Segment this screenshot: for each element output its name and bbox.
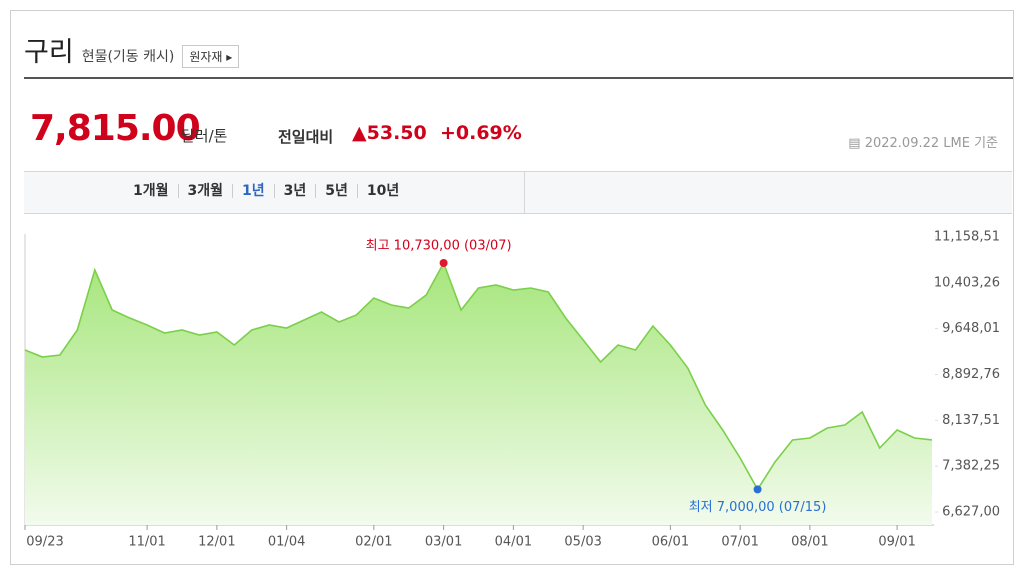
header: 구리 현물(기동 캐시) 원자재 ▸ [24,30,240,70]
category-button[interactable]: 원자재 ▸ [182,45,240,68]
area-fill [25,263,932,525]
x-tick-label: 09/01 [878,535,915,550]
subtitle: 현물(기동 캐시) [81,49,175,65]
y-tick-label: 9,648,01 [942,321,1000,336]
button-label[interactable]: 원자재 [189,50,223,64]
x-tick-label: 02/01 [355,535,392,550]
y-tick-label: 7,382,25 [942,459,1000,474]
y-tick-label: 8,137,51 [942,413,1000,428]
x-tick-label: 12/01 [198,535,235,550]
y-tick-label: 6,627,00 [942,505,1000,520]
price-unit: 달러/톤 [181,127,228,145]
price-line [24,261,933,491]
tab-list: 1개월 3개월 1년 3년 5년 10년 [124,184,408,198]
x-tick-label: 07/01 [721,535,758,550]
x-tick-label: 03/01 [425,535,462,550]
x-tick-label: 09/23 [26,535,63,550]
x-tick-label: 08/01 [791,535,828,550]
period-tab[interactable]: 10년 [356,184,408,198]
period-tab[interactable]: 3개월 [177,184,233,198]
period-tab[interactable]: 5년 [315,184,357,198]
date: ▤ 2022.09.22 LME 기준 [848,136,998,151]
price: 7,815.00 [30,108,201,149]
change: ▲53.50 +0.69% [352,122,522,144]
y-tick-label: 8,892,76 [942,367,1000,382]
x-tick-label: 04/01 [495,535,532,550]
period-tab[interactable]: 1년 [232,184,274,198]
high-label: 최고 10,730,00 (03/07) [366,239,512,254]
x-tick-label: 11/01 [128,535,165,550]
header-rule [24,77,1013,79]
low-label: 최저 7,000,00 (07/15) [689,500,827,515]
y-tick-label: 11,158,51 [934,230,1000,245]
x-tick-label: 06/01 [652,535,689,550]
x-tick-label: 01/04 [268,535,305,550]
x-tick-label: 05/03 [564,535,601,550]
period-tabs: 1개월 3개월 1년 3년 5년 10년 [24,171,1012,214]
period-tab[interactable]: 1개월 [133,183,169,199]
widget-frame [10,10,1014,565]
title: 구리 [24,37,74,68]
change-value: 53.50 [366,122,427,144]
change-label: 전일대비 [278,128,334,146]
low-point [753,485,762,494]
tab-divider [524,172,525,213]
change-percent: +0.69% [439,122,522,144]
period-tab[interactable]: 3년 [273,184,316,198]
y-tick-label: 10,403,26 [934,275,1000,290]
date-text: 2022.09.22 LME 기준 [864,136,998,151]
high-point [439,259,448,268]
